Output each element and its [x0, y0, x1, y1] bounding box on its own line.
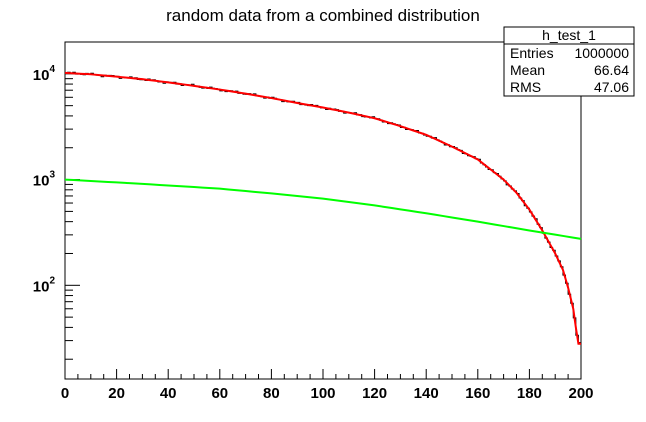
chart-title: random data from a combined distribution	[166, 6, 480, 25]
stats-entries-value: 1000000	[574, 45, 629, 61]
x-tick-label: 200	[568, 385, 593, 402]
stats-box-title: h_test_1	[542, 27, 596, 43]
y-tick-label: 103	[33, 170, 56, 190]
y-tick-base: 10	[33, 67, 50, 84]
y-tick-label: 102	[33, 275, 56, 295]
series-histogram-line	[65, 71, 581, 344]
stats-mean-value: 66.64	[594, 62, 629, 78]
series-fit-line-2	[64, 178, 582, 240]
x-tick-label: 160	[465, 385, 490, 402]
x-tick-label: 140	[414, 385, 439, 402]
y-axis-ticks	[65, 41, 80, 360]
y-tick-base: 10	[33, 278, 50, 295]
x-tick-label: 60	[211, 385, 228, 402]
y-tick-exponent: 3	[49, 170, 55, 181]
x-tick-label: 80	[263, 385, 280, 402]
stats-box-frame	[503, 26, 635, 97]
stats-entries-label: Entries	[510, 45, 554, 61]
stats-rms-value: 47.06	[594, 79, 629, 95]
y-tick-exponent: 2	[49, 275, 55, 286]
y-tick-base: 10	[33, 173, 50, 190]
x-tick-label: 120	[362, 385, 387, 402]
y-tick-label: 104	[33, 64, 56, 84]
x-tick-label: 100	[310, 385, 335, 402]
x-tick-label: 0	[61, 385, 69, 402]
stats-mean-label: Mean	[510, 62, 545, 78]
x-tick-label: 40	[160, 385, 177, 402]
stats-rms-label: RMS	[510, 79, 541, 95]
stats-box: h_test_1 Entries 1000000 Mean 66.64 RMS …	[503, 26, 635, 97]
series-fit-line-1	[64, 71, 581, 345]
x-axis-ticks	[64, 369, 582, 379]
x-tick-label: 20	[108, 385, 125, 402]
series-layer	[64, 71, 582, 345]
x-axis-labels: 0 20 40 60 80 100 120 140 160 180 200	[61, 385, 594, 402]
y-tick-exponent: 4	[49, 64, 55, 75]
x-tick-label: 180	[517, 385, 542, 402]
